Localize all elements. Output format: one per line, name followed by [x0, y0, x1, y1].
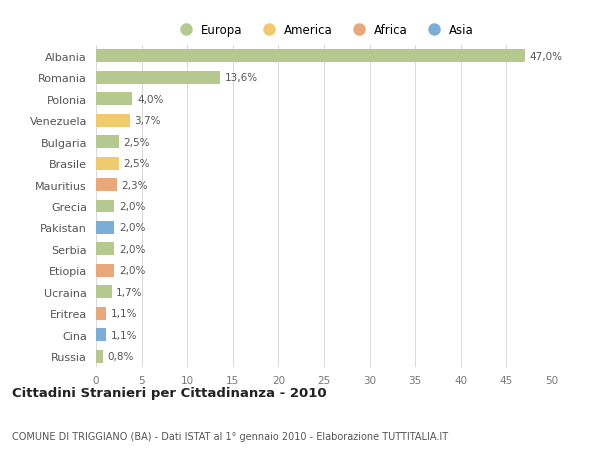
Text: 2,5%: 2,5% [124, 159, 150, 169]
Text: 2,3%: 2,3% [122, 180, 148, 190]
Text: 1,1%: 1,1% [110, 308, 137, 319]
Bar [96, 114, 130, 127]
Text: 2,0%: 2,0% [119, 266, 145, 276]
Bar [96, 179, 117, 191]
Text: Cittadini Stranieri per Cittadinanza - 2010: Cittadini Stranieri per Cittadinanza - 2… [12, 386, 326, 399]
Bar [96, 93, 133, 106]
Bar [96, 264, 114, 277]
Text: 13,6%: 13,6% [224, 73, 258, 83]
Text: 1,7%: 1,7% [116, 287, 143, 297]
Bar [96, 157, 119, 170]
Text: 2,0%: 2,0% [119, 223, 145, 233]
Bar [96, 286, 112, 299]
Bar [96, 72, 220, 84]
Bar [96, 136, 119, 149]
Text: 0,8%: 0,8% [108, 352, 134, 362]
Text: 4,0%: 4,0% [137, 95, 163, 105]
Text: COMUNE DI TRIGGIANO (BA) - Dati ISTAT al 1° gennaio 2010 - Elaborazione TUTTITAL: COMUNE DI TRIGGIANO (BA) - Dati ISTAT al… [12, 431, 448, 441]
Text: 2,0%: 2,0% [119, 244, 145, 254]
Bar [96, 222, 114, 235]
Bar [96, 50, 524, 63]
Bar [96, 307, 106, 320]
Bar [96, 243, 114, 256]
Text: 3,7%: 3,7% [134, 116, 161, 126]
Text: 2,0%: 2,0% [119, 202, 145, 212]
Text: 2,5%: 2,5% [124, 137, 150, 147]
Text: 1,1%: 1,1% [110, 330, 137, 340]
Text: 47,0%: 47,0% [529, 51, 562, 62]
Bar [96, 329, 106, 341]
Legend: Europa, America, Africa, Asia: Europa, America, Africa, Asia [174, 24, 474, 37]
Bar [96, 200, 114, 213]
Bar [96, 350, 103, 363]
